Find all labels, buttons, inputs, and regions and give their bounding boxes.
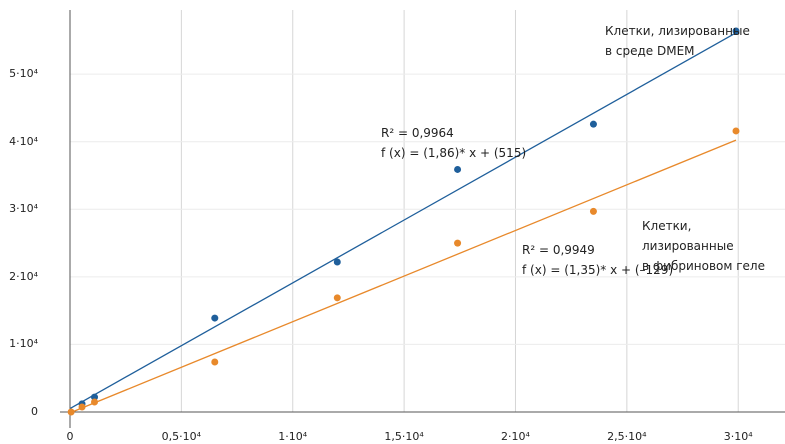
point <box>333 258 341 266</box>
series-label: Клетки, лизированные в среде DMEM <box>605 24 750 58</box>
y-tick-label: 1·10⁴ <box>9 337 38 351</box>
trend-line <box>69 139 737 414</box>
point <box>454 165 462 173</box>
x-tick-label: 1,5·10⁴ <box>384 430 424 443</box>
point <box>589 207 597 215</box>
y-tick-label: 4·10⁴ <box>9 134 38 148</box>
y-tick-label: 2·10⁴ <box>9 269 38 283</box>
y-tick-label: 0 <box>31 405 38 418</box>
x-tick-label: 0,5·10⁴ <box>161 430 202 443</box>
point <box>91 393 99 401</box>
point <box>67 408 75 416</box>
r2-label: R² = 0,9964 <box>381 126 454 140</box>
series-label: Клетки, лизированные в фибриновом геле <box>642 219 765 273</box>
formula-label: f (x) = (1,86)* x + (515) <box>381 146 527 160</box>
y-tick-label: 5·10⁴ <box>9 67 38 81</box>
point <box>211 314 219 322</box>
y-tick-label: 3·10⁴ <box>9 202 38 216</box>
point <box>78 403 86 411</box>
x-tick-label: 2·10⁴ <box>501 430 530 443</box>
x-tick-label: 2,5·10⁴ <box>607 430 647 443</box>
x-tick-label: 1·10⁴ <box>278 430 308 443</box>
point <box>454 239 462 247</box>
trend-line <box>69 32 737 410</box>
point <box>732 127 740 135</box>
formula-label: f (x) = (1,35)* x + (–129) <box>522 263 674 277</box>
x-tick-label: 3·10⁴ <box>723 430 753 443</box>
x-tick-label: 0 <box>66 430 74 443</box>
point <box>333 294 341 302</box>
point <box>732 27 740 35</box>
point <box>91 398 99 406</box>
r2-label: R² = 0,9949 <box>522 243 595 257</box>
point <box>589 120 597 128</box>
point <box>211 358 219 366</box>
